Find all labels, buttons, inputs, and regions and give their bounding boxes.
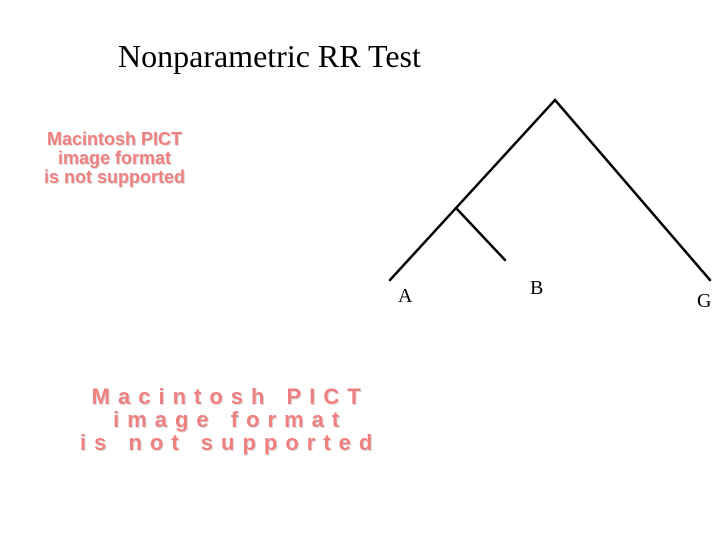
leaf-label-A: A	[398, 285, 412, 308]
leaf-label-G: G	[697, 290, 711, 313]
tree-edge-root-G	[555, 100, 710, 280]
tree-edge-root-A	[390, 100, 555, 280]
pict-error-2: Macintosh PICT image format is not suppo…	[80, 385, 380, 454]
tree-edge-mid-B	[456, 208, 505, 260]
tree-diagram	[300, 90, 720, 290]
pict-error-1: Macintosh PICT image format is not suppo…	[44, 130, 185, 187]
leaf-label-B: B	[530, 277, 543, 300]
page-title: Nonparametric RR Test	[118, 38, 421, 75]
